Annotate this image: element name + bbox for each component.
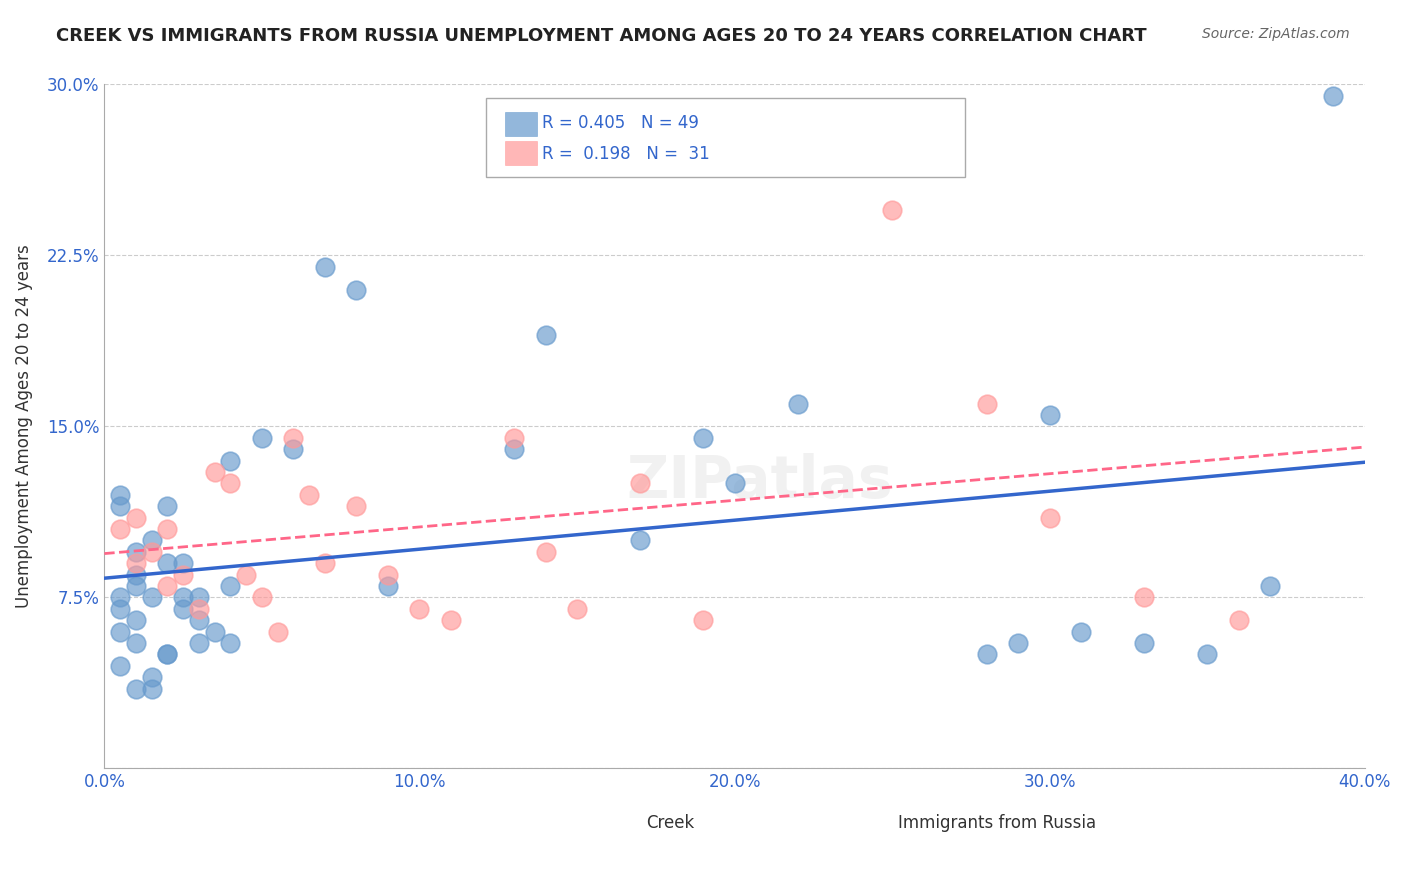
- Immigrants from Russia: [346, 500, 368, 514]
- Immigrants from Russia: [377, 567, 399, 582]
- Creek: [141, 591, 163, 605]
- Text: R = 0.405   N = 49: R = 0.405 N = 49: [541, 114, 699, 132]
- Immigrants from Russia: [156, 579, 179, 593]
- Creek: [156, 648, 179, 662]
- Creek: [283, 442, 305, 457]
- Creek: [187, 591, 209, 605]
- FancyBboxPatch shape: [486, 98, 966, 177]
- Creek: [204, 624, 226, 639]
- Creek: [250, 431, 273, 445]
- Creek: [187, 613, 209, 627]
- Immigrants from Russia: [440, 613, 463, 627]
- Immigrants from Russia: [125, 510, 148, 524]
- Creek: [219, 579, 242, 593]
- Creek: [1322, 88, 1344, 103]
- Creek: [187, 636, 209, 650]
- Immigrants from Russia: [156, 522, 179, 536]
- Creek: [314, 260, 336, 274]
- Immigrants from Russia: [1039, 510, 1062, 524]
- Creek: [1070, 624, 1092, 639]
- Creek: [628, 533, 651, 548]
- Creek: [1197, 648, 1219, 662]
- Creek: [141, 533, 163, 548]
- FancyBboxPatch shape: [505, 112, 537, 136]
- Text: R = 0.405   N = 49: R = 0.405 N = 49: [546, 115, 703, 133]
- Immigrants from Russia: [976, 397, 998, 411]
- Creek: [108, 591, 131, 605]
- FancyBboxPatch shape: [596, 813, 634, 833]
- Creek: [125, 636, 148, 650]
- Immigrants from Russia: [534, 545, 557, 559]
- Creek: [377, 579, 399, 593]
- Creek: [141, 681, 163, 696]
- Immigrants from Russia: [267, 624, 290, 639]
- Immigrants from Russia: [187, 602, 209, 616]
- Creek: [219, 636, 242, 650]
- Creek: [156, 556, 179, 570]
- Creek: [125, 579, 148, 593]
- Creek: [156, 500, 179, 514]
- Immigrants from Russia: [283, 431, 305, 445]
- Creek: [108, 658, 131, 673]
- Immigrants from Russia: [565, 602, 588, 616]
- Immigrants from Russia: [882, 202, 904, 217]
- Creek: [141, 670, 163, 684]
- Text: R =  0.198   N =  31: R = 0.198 N = 31: [546, 145, 713, 163]
- Creek: [172, 556, 194, 570]
- Creek: [172, 591, 194, 605]
- Creek: [1007, 636, 1029, 650]
- Y-axis label: Unemployment Among Ages 20 to 24 years: Unemployment Among Ages 20 to 24 years: [15, 244, 32, 608]
- Creek: [156, 648, 179, 662]
- Immigrants from Russia: [628, 476, 651, 491]
- Immigrants from Russia: [1133, 591, 1156, 605]
- Text: Creek: Creek: [647, 814, 695, 832]
- Immigrants from Russia: [172, 567, 194, 582]
- Immigrants from Russia: [235, 567, 257, 582]
- Creek: [534, 328, 557, 343]
- Immigrants from Russia: [250, 591, 273, 605]
- Creek: [172, 602, 194, 616]
- Creek: [108, 602, 131, 616]
- Creek: [125, 681, 148, 696]
- Creek: [125, 567, 148, 582]
- Text: ZIPatlas: ZIPatlas: [627, 452, 893, 509]
- Immigrants from Russia: [408, 602, 430, 616]
- Creek: [219, 453, 242, 467]
- Creek: [1039, 408, 1062, 422]
- FancyBboxPatch shape: [848, 813, 886, 833]
- Creek: [125, 613, 148, 627]
- Immigrants from Russia: [108, 522, 131, 536]
- Text: Immigrants from Russia: Immigrants from Russia: [898, 814, 1097, 832]
- Immigrants from Russia: [786, 157, 808, 171]
- Creek: [346, 283, 368, 297]
- Immigrants from Russia: [503, 431, 526, 445]
- Creek: [108, 488, 131, 502]
- Immigrants from Russia: [298, 488, 321, 502]
- Text: Source: ZipAtlas.com: Source: ZipAtlas.com: [1202, 27, 1350, 41]
- Creek: [786, 397, 808, 411]
- Creek: [125, 545, 148, 559]
- Creek: [1258, 579, 1281, 593]
- Immigrants from Russia: [1227, 613, 1250, 627]
- Immigrants from Russia: [314, 556, 336, 570]
- Creek: [976, 648, 998, 662]
- FancyBboxPatch shape: [505, 141, 537, 165]
- Creek: [108, 500, 131, 514]
- Immigrants from Russia: [125, 556, 148, 570]
- Immigrants from Russia: [141, 545, 163, 559]
- Text: CREEK VS IMMIGRANTS FROM RUSSIA UNEMPLOYMENT AMONG AGES 20 TO 24 YEARS CORRELATI: CREEK VS IMMIGRANTS FROM RUSSIA UNEMPLOY…: [56, 27, 1147, 45]
- Immigrants from Russia: [219, 476, 242, 491]
- Creek: [108, 624, 131, 639]
- Text: R =  0.198   N =  31: R = 0.198 N = 31: [541, 145, 710, 162]
- Immigrants from Russia: [692, 613, 714, 627]
- Creek: [692, 431, 714, 445]
- Creek: [1133, 636, 1156, 650]
- Immigrants from Russia: [204, 465, 226, 479]
- Creek: [723, 476, 745, 491]
- Creek: [503, 442, 526, 457]
